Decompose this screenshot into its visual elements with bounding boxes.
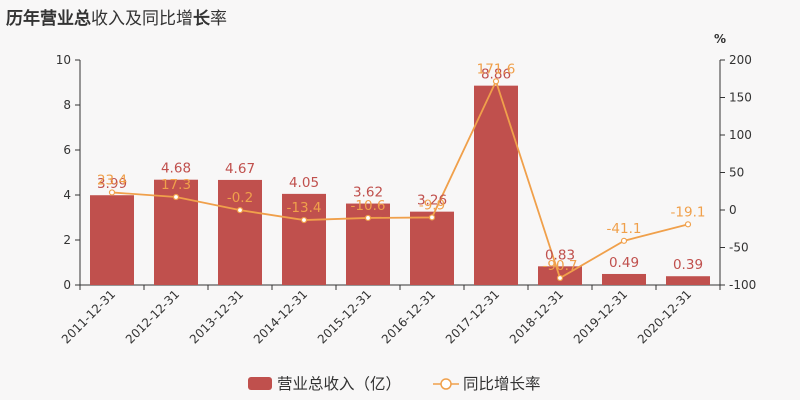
legend: 营业总收入（亿） 同比增长率 [0, 372, 800, 400]
x-tick-label: 2011-12-31 [59, 287, 118, 346]
y-left-tick-label: 10 [56, 53, 71, 67]
growth-point [108, 189, 116, 196]
legend-item-growth[interactable]: 同比增长率 [433, 372, 541, 394]
x-tick-label: 2017-12-31 [443, 287, 502, 346]
bar-value-label: 0.39 [673, 257, 703, 273]
bar [666, 276, 710, 285]
growth-point [620, 237, 628, 244]
bar [474, 85, 518, 286]
growth-point [172, 193, 180, 201]
x-tick-label: 2019-12-31 [571, 287, 630, 346]
growth-point [684, 221, 692, 228]
x-tick-label: 2018-12-31 [507, 287, 566, 346]
bar-value-label: 4.67 [225, 161, 255, 177]
growth-value-label: -0.2 [227, 190, 253, 206]
y-right-tick-label: 0 [729, 203, 737, 217]
growth-value-label: -10.6 [351, 198, 386, 214]
y-left-tick-label: 6 [63, 143, 71, 157]
legend-label-revenue: 营业总收入（亿） [277, 375, 402, 393]
bar-value-label: 4.05 [289, 175, 319, 191]
bar [602, 273, 646, 285]
legend-item-revenue[interactable]: 营业总收入（亿） [248, 372, 401, 394]
growth-point [300, 216, 308, 224]
growth-point [556, 274, 564, 282]
x-tick-label: 2014-12-31 [251, 287, 310, 346]
bar-value-label: 0.49 [609, 255, 639, 271]
bar-value-label: 3.99 [97, 176, 127, 192]
growth-point [428, 214, 436, 221]
x-tick-label: 2015-12-31 [315, 287, 374, 346]
growth-line [111, 78, 689, 280]
growth-value-label: 17.3 [161, 177, 191, 193]
legend-swatch-line [433, 378, 459, 390]
bar-value-label: 4.68 [161, 161, 191, 177]
x-tick-label: 2013-12-31 [187, 287, 246, 346]
y-left-tick-label: 8 [63, 98, 71, 112]
growth-value-label: -13.4 [287, 200, 322, 216]
bar [282, 193, 326, 285]
growth-value-label: 171.6 [477, 61, 516, 77]
growth-value-label: 23.4 [97, 172, 127, 188]
growth-value-label: -90.7 [543, 258, 578, 274]
bar-value-label: 0.83 [545, 247, 575, 263]
growth-value-label: -41.1 [607, 221, 642, 237]
bar-value-label: 3.26 [417, 193, 447, 209]
x-tick-label: 2020-12-31 [635, 287, 694, 346]
bar [410, 211, 454, 285]
y-left-tick-label: 4 [63, 188, 71, 202]
growth-point [492, 78, 500, 85]
legend-label-growth: 同比增长率 [463, 375, 541, 393]
bar [218, 179, 262, 285]
growth-value-label: -19.1 [671, 204, 706, 220]
y-left-tick-label: 0 [63, 278, 71, 292]
y-left-tick-label: 2 [63, 233, 71, 247]
growth-point [364, 214, 372, 222]
y-right-tick-label: 100 [729, 128, 752, 142]
growth-value-label: -9.9 [419, 197, 445, 213]
y-right-tick-label: 200 [729, 53, 752, 67]
y-right-tick-label: -100 [729, 278, 756, 292]
bar-value-label: 3.62 [353, 185, 383, 201]
x-tick-label: 2012-12-31 [123, 287, 182, 346]
y-right-tick-label: -50 [729, 241, 749, 255]
growth-point [236, 207, 244, 214]
bar [90, 195, 134, 285]
y-right-unit-label: % [714, 32, 726, 46]
y-right-tick-label: 50 [729, 166, 744, 180]
bar-value-label: 8.86 [481, 67, 511, 83]
x-tick-label: 2016-12-31 [379, 287, 438, 346]
y-right-tick-label: 150 [729, 91, 752, 105]
legend-swatch-bar [248, 377, 272, 390]
chart-title: 历年营业总收入及同比增长率 [6, 9, 227, 29]
